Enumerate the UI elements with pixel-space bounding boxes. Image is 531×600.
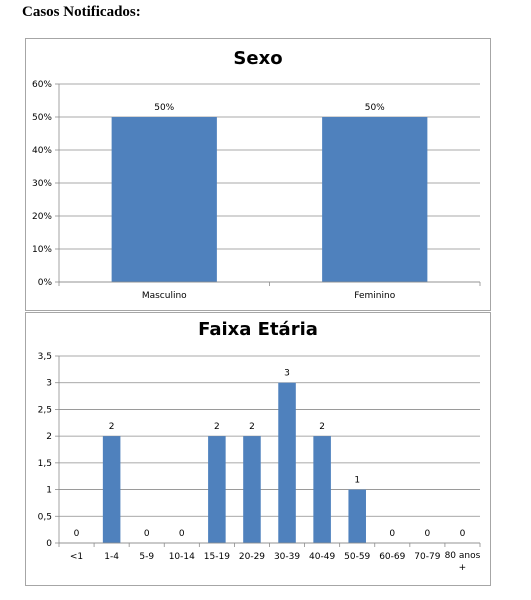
y-tick-label: 0 xyxy=(46,539,52,549)
data-label: 50% xyxy=(365,103,385,113)
bar xyxy=(313,436,331,543)
y-tick-label: 1 xyxy=(46,486,52,496)
data-label: 0 xyxy=(74,529,80,539)
x-tick-label: 30-39 xyxy=(274,552,300,562)
data-label: 0 xyxy=(179,529,185,539)
y-tick-label: 0% xyxy=(38,278,53,288)
y-tick-label: 20% xyxy=(32,212,52,222)
bar xyxy=(111,117,217,282)
bar xyxy=(102,436,121,543)
bar xyxy=(208,436,226,543)
y-tick-label: 10% xyxy=(32,245,52,255)
data-label: 0 xyxy=(144,529,150,539)
bar xyxy=(348,489,366,543)
chart-title: Sexo xyxy=(233,48,283,69)
y-tick-label: 1,5 xyxy=(38,459,52,469)
y-tick-label: 2,5 xyxy=(38,405,52,415)
y-tick-label: 60% xyxy=(32,80,52,90)
bar xyxy=(322,117,428,282)
x-tick-label: 20-29 xyxy=(239,552,265,562)
y-tick-label: 50% xyxy=(32,113,52,123)
x-tick-label: Feminino xyxy=(354,291,395,301)
data-label: 3 xyxy=(284,369,290,379)
x-tick-label: 5-9 xyxy=(139,552,154,562)
x-tick-label: 10-14 xyxy=(169,552,195,562)
y-tick-label: 0,5 xyxy=(38,512,52,522)
x-tick-label: <1 xyxy=(70,552,83,562)
y-tick-label: 2 xyxy=(46,432,52,442)
x-tick-label: 40-49 xyxy=(309,552,335,562)
data-label: 2 xyxy=(249,422,255,432)
data-label: 0 xyxy=(425,529,431,539)
x-tick-label: 80 anos + xyxy=(445,551,481,573)
bar xyxy=(243,436,261,543)
y-tick-label: 30% xyxy=(32,179,52,189)
bar xyxy=(278,382,296,543)
x-tick-label: 70-79 xyxy=(414,552,440,562)
data-label: 2 xyxy=(319,422,325,432)
y-tick-label: 3,5 xyxy=(38,352,52,362)
y-tick-label: 3 xyxy=(46,379,52,389)
data-label: 0 xyxy=(389,529,395,539)
sexo-chart-panel: Sexo 0% 10% 20% 30% 40% 50% 60% 50% Masculino 50%… xyxy=(25,38,491,311)
data-label: 2 xyxy=(109,422,115,432)
x-tick-label: 50-59 xyxy=(344,552,370,562)
x-tick-label: 15-19 xyxy=(204,552,230,562)
x-tick-label: 60-69 xyxy=(379,552,405,562)
data-label: 0 xyxy=(460,529,466,539)
sexo-chart: 0% 10% 20% 30% 40% 50% 60% 50% Masculino 50% Femin… xyxy=(32,80,481,301)
faixa-etaria-chart-panel: Faixa Etária 0 0,5 1 1,5 2 2,5 3 3,5 0 <1 2 1-4 0 5-9… xyxy=(25,312,491,586)
page-heading: Casos Notificados: xyxy=(22,4,141,20)
x-tick-label: Masculino xyxy=(142,291,187,301)
x-tick-label: 1-4 xyxy=(104,552,119,562)
faixa-etaria-chart: 0 0,5 1 1,5 2 2,5 3 3,5 0 <1 2 1-4 0 5-9 0 10-14 2 15-19 2… xyxy=(38,352,481,573)
data-label: 2 xyxy=(214,422,220,432)
data-label: 1 xyxy=(354,476,360,486)
chart-title: Faixa Etária xyxy=(198,319,318,340)
data-label: 50% xyxy=(154,103,174,113)
y-tick-label: 40% xyxy=(32,146,52,156)
